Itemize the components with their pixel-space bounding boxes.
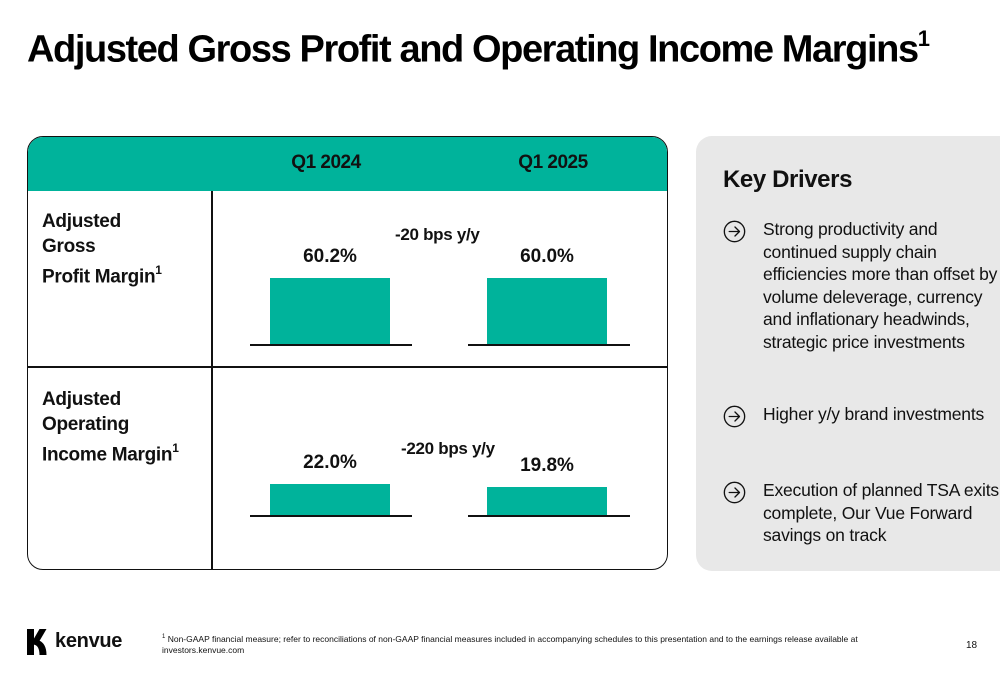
row-divider [28, 366, 667, 368]
footnote: 1 Non-GAAP financial measure; refer to r… [162, 632, 872, 656]
bar [487, 278, 607, 344]
bar-baseline [468, 344, 630, 346]
driver-text: Higher y/y brand investments [763, 404, 985, 424]
table-header: Q1 2024 Q1 2025 [28, 137, 667, 191]
kenvue-logo-text: kenvue [55, 630, 123, 652]
gross-margin-delta: -20 bps y/y [395, 225, 480, 244]
page-title-text: Adjusted Gross Profit and Operating Inco… [27, 28, 919, 71]
bar-baseline [250, 515, 412, 517]
margin-comparison-table: Q1 2024 Q1 2025 Adjusted Gross Profit Ma… [27, 136, 668, 570]
row-label-operating-income-margin: Adjusted Operating Income Margin1 [42, 387, 179, 467]
row-label-line: Adjusted [42, 211, 121, 232]
arrow-right-circle-icon [723, 481, 746, 504]
row-label-line: Income Margin [42, 444, 173, 466]
arrow-right-circle-icon [723, 405, 746, 428]
row-label-gross-profit-margin: Adjusted Gross Profit Margin1 [42, 209, 162, 289]
driver-text: Execution of planned TSA exits complete,… [763, 480, 999, 545]
bar [270, 277, 390, 344]
kenvue-logo: kenvue [27, 629, 127, 657]
title-footnote-mark: 1 [917, 26, 930, 51]
footnote-text: Non-GAAP financial measure; refer to rec… [162, 633, 858, 655]
row-label-line: Profit Margin [42, 266, 156, 288]
bar-value-label: 60.2% [303, 245, 357, 267]
arrow-right-circle-icon [723, 220, 746, 243]
row-label-line: Gross [42, 236, 96, 257]
column-header-q1-2025: Q1 2025 [518, 152, 588, 173]
row-footnote-mark: 1 [172, 441, 179, 455]
bar [270, 484, 390, 515]
page-number: 18 [966, 640, 978, 651]
bar-baseline [250, 344, 412, 346]
row-label-line: Operating [42, 414, 130, 435]
footnote-mark: 1 [162, 634, 166, 640]
key-drivers-panel: Key Drivers Strong productivity and cont… [696, 136, 1000, 571]
bar-value-label: 19.8% [520, 455, 574, 477]
column-header-q1-2024: Q1 2024 [291, 152, 361, 173]
bar-value-label: 60.0% [520, 246, 574, 267]
operating-margin-delta: -220 bps y/y [401, 439, 495, 458]
key-drivers-title: Key Drivers [723, 166, 853, 193]
column-divider [211, 191, 213, 569]
row-footnote-mark: 1 [155, 263, 162, 277]
bar [487, 487, 607, 515]
bar-value-label: 22.0% [303, 452, 357, 474]
row-label-line: Adjusted [42, 389, 121, 410]
page-title: Adjusted Gross Profit and Operating Inco… [27, 26, 930, 72]
bar-baseline [468, 515, 630, 517]
kenvue-logo-mark-icon [27, 629, 47, 655]
driver-text: Strong productivity and continued supply… [763, 219, 998, 352]
